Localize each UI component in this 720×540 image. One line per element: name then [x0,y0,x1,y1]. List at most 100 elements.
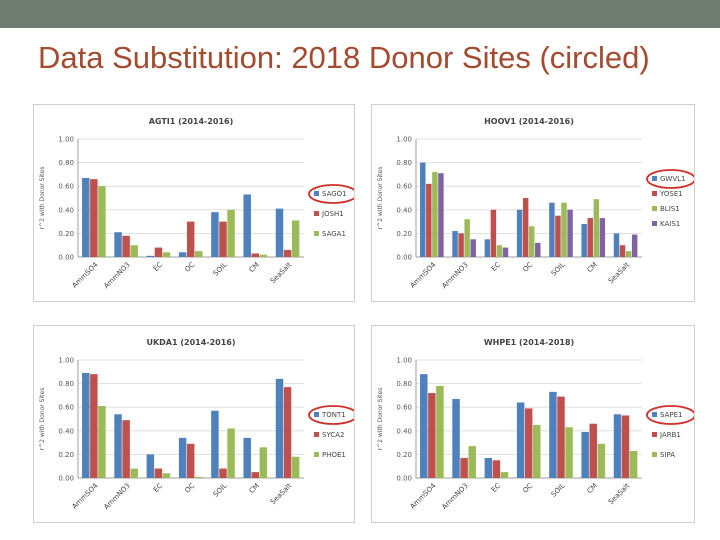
bar-blis1-cm [593,199,600,257]
bar-sago1-oc [178,252,187,257]
bar-phoe1-cm [259,447,268,478]
y-tick-label: 0.20 [396,451,412,459]
bar-jarb1-ammso4 [428,393,436,478]
legend-swatch-yose1 [652,191,657,196]
y-tick-label: 0.20 [58,451,74,459]
bar-gwvl1-ec [484,239,491,257]
x-tick-label: EC [152,261,164,273]
bar-yose1-oc [522,198,529,257]
x-tick-label: AmmSO4 [71,260,100,289]
bar-phoe1-oc [195,476,203,478]
x-tick-label: EC [490,261,502,273]
y-tick-label: 0.00 [58,475,74,483]
y-axis-label: r^2 with Donor Sites [377,388,384,451]
y-tick-label: 0.80 [396,380,412,388]
y-tick-label: 0.40 [396,206,412,214]
bar-phoe1-soil [227,428,235,478]
bar-kais1-ammno3 [470,239,476,257]
bar-gwvl1-soil [549,202,555,257]
bar-sape1-soil [549,391,557,478]
legend-label-syca2: SYCA2 [322,431,344,439]
x-tick-label: EC [152,482,164,494]
x-tick-label: CM [586,261,599,274]
y-tick-label: 0.60 [396,183,412,191]
bar-kais1-ec [502,247,509,257]
bar-jarb1-seasalt [621,415,630,478]
x-tick-label: SOIL [212,261,229,278]
legend-label-sape1: SAPE1 [660,411,682,419]
bar-sipa-seasalt [629,450,638,478]
y-tick-label: 0.20 [58,230,74,238]
legend-label-jarb1: JARB1 [659,431,681,439]
bar-blis1-ec [496,245,503,257]
y-axis-label: r^2 with Donor Sites [39,167,46,230]
bar-syca2-ec [154,468,163,478]
y-tick-label: 1.00 [58,136,74,144]
bar-syca2-seasalt [283,387,292,478]
legend-swatch-kais1 [652,221,657,226]
bar-phoe1-ammso4 [98,406,106,478]
chart-panel-agti1: AGTI1 (2014-2016) r^2 with Donor Sites 1.0… [33,104,355,302]
bar-syca2-cm [251,472,260,478]
bar-kais1-seasalt [631,234,638,257]
legend-swatch-syca2 [314,432,319,437]
bar-jarb1-oc [524,408,533,478]
chart-svg-hoov1: HOOV1 (2014-2016) r^2 with Donor Sites 1.0… [377,117,694,290]
chart-title: HOOV1 (2014-2016) [484,117,574,126]
x-tick-label: OC [521,482,534,495]
donor-circle-gwvl1 [646,169,694,189]
y-axis-label: r^2 with Donor Sites [39,388,46,451]
top-bar [0,0,720,28]
bar-blis1-seasalt [625,251,632,257]
bar-jarb1-ammno3 [460,457,468,478]
x-tick-label: OC [183,261,196,274]
x-tick-label: CM [586,482,599,495]
bar-syca2-ammno3 [122,420,130,478]
bar-tont1-soil [211,410,219,478]
bar-jarb1-ec [492,460,501,478]
legend-label-josh1: JOSH1 [321,210,344,218]
bar-tont1-ammno3 [114,414,122,478]
bar-syca2-soil [219,468,227,478]
bar-gwvl1-seasalt [613,233,620,257]
x-tick-label: SeaSalt [269,482,294,507]
y-tick-label: 1.00 [396,357,412,365]
bar-yose1-ammno3 [458,233,464,257]
x-tick-label: AmmSO4 [409,260,438,289]
donor-circle-tont1 [308,405,354,425]
x-tick-label: AmmNO3 [440,482,469,511]
bar-blis1-oc [529,226,535,257]
chart-svg-whpe1: WHPE1 (2014-2018) r^2 with Donor Sites 1.0… [377,338,694,511]
bar-tont1-oc [178,437,187,478]
bar-sago1-seasalt [275,208,284,257]
bar-blis1-ammso4 [432,172,438,257]
bar-sago1-cm [243,194,251,257]
bar-syca2-oc [186,443,195,478]
y-tick-label: 1.00 [396,136,412,144]
chart-panel-whpe1: WHPE1 (2014-2018) r^2 with Donor Sites 1.0… [371,325,695,523]
bar-josh1-oc [186,221,195,257]
x-tick-label: SeaSalt [607,261,632,286]
bar-sipa-ammno3 [468,446,476,478]
bar-sago1-soil [211,212,219,257]
bar-jarb1-cm [589,423,598,478]
x-tick-label: SOIL [550,261,567,278]
donor-circle-sago1 [308,184,354,204]
chart-title: WHPE1 (2014-2018) [484,338,574,347]
bar-saga1-ec [162,252,171,257]
x-tick-label: AmmSO4 [71,481,100,510]
bar-sape1-cm [581,431,589,478]
bar-tont1-cm [243,437,251,478]
legend-label-saga1: SAGA1 [322,230,346,238]
bar-sipa-ammso4 [436,385,444,478]
x-tick-label: CM [248,261,261,274]
bar-syca2-ammso4 [90,374,98,478]
legend-label-tont1: TONT1 [321,411,346,419]
bar-sipa-soil [565,427,573,478]
x-tick-label: SeaSalt [269,261,294,286]
legend-swatch-blis1 [652,206,657,211]
legend-label-phoe1: PHOE1 [322,451,346,459]
legend-swatch-saga1 [314,231,319,236]
y-tick-label: 0.80 [58,380,74,388]
legend-label-kais1: KAIS1 [660,220,680,228]
